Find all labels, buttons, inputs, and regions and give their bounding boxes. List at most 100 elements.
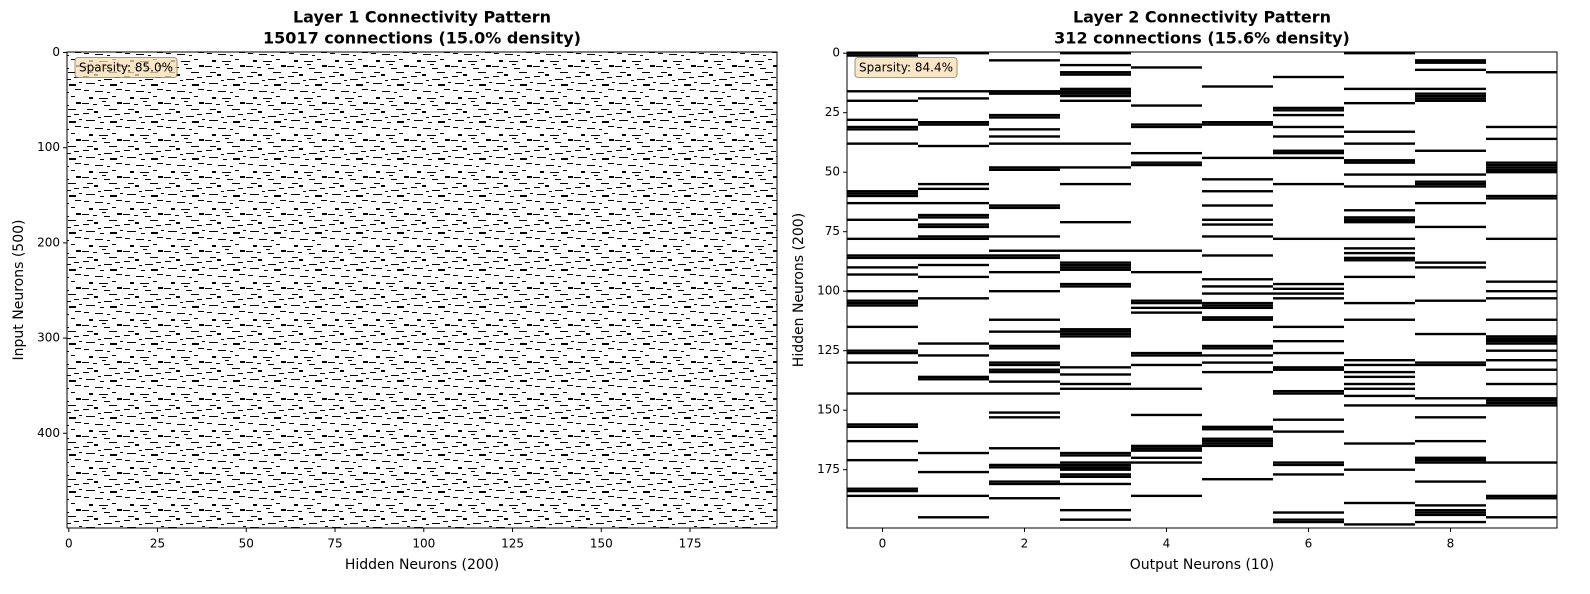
cell [1202, 304, 1273, 307]
cell [918, 123, 989, 126]
cell [847, 425, 918, 429]
cell [918, 90, 989, 93]
y-tick-label: 75 [825, 224, 840, 238]
cell [918, 256, 989, 260]
cell [918, 375, 989, 379]
cell [1202, 285, 1273, 288]
cell [1273, 151, 1344, 155]
cell [989, 204, 1060, 207]
cell [918, 392, 989, 395]
cell [847, 423, 918, 426]
cell [1486, 163, 1557, 167]
x-tick-label: 6 [1305, 537, 1313, 551]
cell [918, 121, 989, 124]
cell [989, 256, 1060, 260]
plot-frame [66, 51, 778, 529]
cell [1273, 520, 1344, 524]
cell [1344, 256, 1415, 260]
cell [1060, 473, 1131, 476]
cell [989, 113, 1060, 117]
cell [1202, 218, 1273, 221]
cell [1486, 168, 1557, 171]
cell [1344, 87, 1415, 91]
y-tick-label: 400 [37, 426, 60, 440]
cell [1060, 335, 1131, 338]
chart-subtitle: 15017 connections (15.0% density) [263, 29, 581, 48]
cell [1131, 456, 1202, 459]
cell [847, 299, 918, 302]
y-axis-label: Input Neurons (500) [11, 220, 27, 361]
cell [1415, 61, 1486, 64]
cell [1060, 482, 1131, 486]
cell [1415, 416, 1486, 419]
cell [989, 135, 1060, 138]
cell [918, 354, 989, 357]
cell [1060, 142, 1131, 145]
cell [1060, 328, 1131, 331]
cell [1415, 397, 1486, 400]
cell [989, 392, 1060, 395]
cell [1273, 389, 1344, 393]
cell [1344, 318, 1415, 321]
cell [1486, 382, 1557, 386]
cell [1415, 261, 1486, 264]
cell [1415, 363, 1486, 367]
cell [1486, 401, 1557, 405]
annotation: Sparsity: 84.4% [859, 61, 953, 75]
cell [1273, 368, 1344, 371]
cell [1273, 182, 1344, 186]
cell [1273, 292, 1344, 295]
cell [918, 216, 989, 219]
cell [989, 447, 1060, 450]
cell [1131, 351, 1202, 355]
cell [1273, 366, 1344, 369]
cell [989, 116, 1060, 119]
cell [918, 342, 989, 345]
cell [1344, 523, 1415, 526]
cell [1486, 516, 1557, 519]
cell [1131, 306, 1202, 310]
cell [1202, 316, 1273, 319]
cell [1415, 508, 1486, 512]
cell [847, 201, 918, 205]
cell [989, 411, 1060, 414]
cell [1131, 125, 1202, 129]
cell [1131, 387, 1202, 390]
cell [1486, 297, 1557, 300]
x-tick-label: 100 [412, 537, 435, 551]
cell [1202, 361, 1273, 364]
cell [847, 489, 918, 493]
cell [989, 361, 1060, 364]
cell [1415, 97, 1486, 100]
cell [1344, 301, 1415, 305]
cell [918, 297, 989, 300]
cell [1060, 451, 1131, 455]
y-tick-label: 50 [825, 165, 840, 179]
cell [1344, 375, 1415, 379]
cell [1202, 478, 1273, 481]
cell [1273, 430, 1344, 433]
cell [1202, 439, 1273, 443]
x-tick-label: 125 [501, 537, 524, 551]
cell [847, 304, 918, 307]
cell [1415, 520, 1486, 524]
x-tick-label: 50 [239, 537, 254, 551]
cell [1273, 473, 1344, 476]
x-tick-label: 150 [590, 537, 613, 551]
cell [1486, 339, 1557, 343]
cell [1202, 235, 1273, 238]
y-tick-label: 200 [37, 235, 60, 249]
cell [1344, 220, 1415, 224]
cell [1060, 332, 1131, 336]
cell [1415, 59, 1486, 62]
cell [1273, 297, 1344, 300]
cell [847, 190, 918, 193]
cell [1273, 461, 1344, 464]
annotation-box [854, 57, 958, 78]
cell [847, 128, 918, 131]
cell [1202, 354, 1273, 357]
cell [1415, 361, 1486, 364]
cell [1202, 190, 1273, 193]
cell [1344, 161, 1415, 164]
cell [1273, 518, 1344, 521]
